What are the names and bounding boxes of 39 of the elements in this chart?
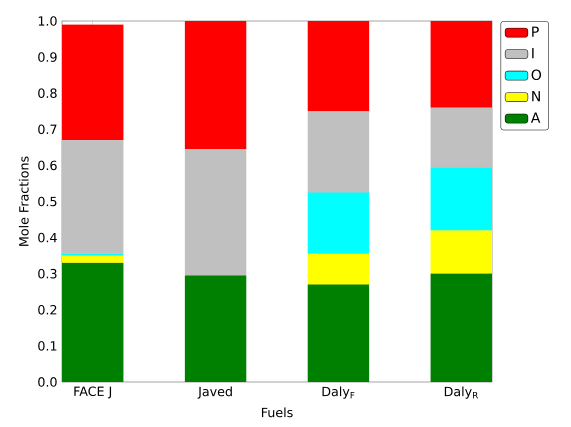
legend-label: P <box>532 26 539 37</box>
y-tick-label: 0.1 <box>38 341 56 351</box>
y-tick-label: 0.3 <box>38 268 57 278</box>
y-tick-label: 1.0 <box>38 16 57 26</box>
bar <box>184 20 246 150</box>
bar <box>184 149 246 276</box>
legend-label: N <box>532 91 540 102</box>
y-tick-label: 0.9 <box>38 52 57 62</box>
y-axis-title: Mole Fractions <box>18 156 29 246</box>
y-tick-label: 0.6 <box>38 160 57 170</box>
bar <box>308 254 370 285</box>
bar <box>430 20 492 108</box>
bar <box>184 275 246 382</box>
bar <box>308 284 370 382</box>
y-tick-label: 0.5 <box>38 196 56 206</box>
bar <box>62 256 124 263</box>
bar <box>62 24 124 140</box>
bar <box>62 140 124 254</box>
bar <box>430 230 492 274</box>
bar <box>308 192 370 254</box>
y-tick-label: 0.7 <box>38 124 56 134</box>
x-axis-title: Fuels <box>262 407 293 418</box>
y-tick-label: 0.2 <box>38 304 56 315</box>
bar <box>308 111 370 192</box>
bar <box>308 20 370 112</box>
x-tick-label: Daly$_{R}$ <box>444 386 478 399</box>
bar <box>430 274 492 382</box>
legend-label: O <box>532 69 542 80</box>
bar <box>62 262 124 382</box>
x-tick-label: Daly$_{F}$ <box>322 386 354 399</box>
bar <box>430 167 492 230</box>
bar <box>430 108 492 168</box>
legend-label: A <box>530 112 540 123</box>
y-tick-label: 0.0 <box>38 377 57 387</box>
y-tick-label: 0.4 <box>38 232 57 242</box>
x-tick-label: Javed <box>198 386 232 399</box>
y-tick-label: 0.8 <box>38 88 57 98</box>
x-tick-label: FACE J <box>74 386 112 398</box>
legend-label: I <box>532 48 534 58</box>
